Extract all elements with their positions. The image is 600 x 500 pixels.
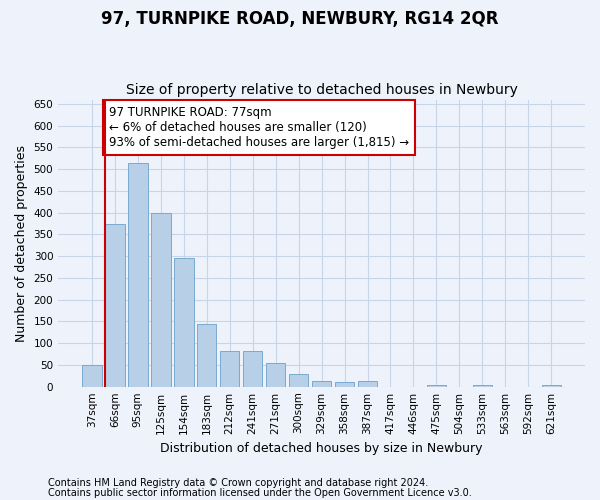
Text: Contains public sector information licensed under the Open Government Licence v3: Contains public sector information licen… (48, 488, 472, 498)
Text: 97 TURNPIKE ROAD: 77sqm
← 6% of detached houses are smaller (120)
93% of semi-de: 97 TURNPIKE ROAD: 77sqm ← 6% of detached… (109, 106, 409, 149)
Bar (542, 384, 561, 386)
Bar (105, 224, 125, 386)
Text: Contains HM Land Registry data © Crown copyright and database right 2024.: Contains HM Land Registry data © Crown c… (48, 478, 428, 488)
Bar (427, 384, 446, 386)
Bar (289, 374, 308, 386)
Bar (128, 162, 148, 386)
Bar (220, 351, 239, 386)
Bar (197, 324, 217, 386)
X-axis label: Distribution of detached houses by size in Newbury: Distribution of detached houses by size … (160, 442, 483, 455)
Bar (174, 258, 194, 386)
Bar (335, 382, 355, 386)
Y-axis label: Number of detached properties: Number of detached properties (15, 144, 28, 342)
Bar (266, 363, 286, 386)
Title: Size of property relative to detached houses in Newbury: Size of property relative to detached ho… (125, 83, 518, 97)
Text: 97, TURNPIKE ROAD, NEWBURY, RG14 2QR: 97, TURNPIKE ROAD, NEWBURY, RG14 2QR (101, 10, 499, 28)
Bar (82, 365, 101, 386)
Bar (151, 212, 170, 386)
Bar (473, 384, 492, 386)
Bar (358, 382, 377, 386)
Bar (312, 382, 331, 386)
Bar (243, 351, 262, 386)
